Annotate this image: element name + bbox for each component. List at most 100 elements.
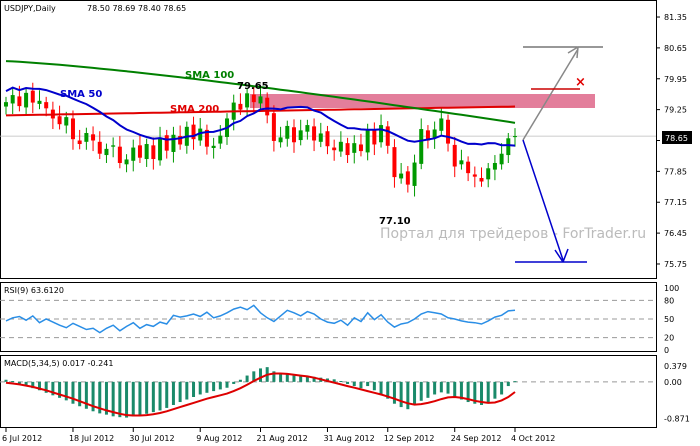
candle-body — [117, 146, 122, 163]
candle-body — [358, 144, 363, 152]
macd-bar — [232, 381, 236, 384]
macd-bar — [238, 379, 242, 382]
candle-body — [285, 125, 290, 139]
macd-bar — [98, 381, 102, 414]
candle-body — [513, 136, 517, 138]
macd-bar — [205, 381, 209, 393]
candle-body — [178, 136, 183, 145]
macd-bar — [500, 381, 504, 395]
candle-body — [499, 153, 504, 165]
rsi-title: RSI(9) 63.6120 — [4, 286, 64, 295]
macd-bar — [151, 381, 155, 413]
macd-bar — [138, 381, 142, 416]
candle-body — [211, 145, 216, 148]
macd-bar — [473, 381, 477, 404]
forecast-up-arrow — [522, 48, 579, 141]
price-tick-label: 79.95 — [664, 75, 687, 84]
macd-bar — [372, 381, 376, 391]
macd-bar — [192, 381, 196, 397]
macd-bar — [392, 381, 396, 404]
candle-body — [77, 140, 82, 145]
price-tick-label: 77.85 — [664, 167, 687, 176]
macd-bar — [459, 381, 463, 400]
rsi-pane — [0, 282, 657, 352]
macd-bar — [379, 381, 383, 395]
forecast-up-arrowhead — [567, 46, 579, 59]
candle-body — [191, 124, 196, 140]
candle-body — [425, 130, 430, 141]
candle-body — [318, 133, 323, 142]
candle-body — [372, 130, 377, 145]
macd-bar — [299, 375, 303, 382]
macd-bar — [259, 368, 262, 382]
macd-bar — [17, 381, 21, 384]
candle-body — [365, 129, 370, 153]
rsi-line — [5, 304, 516, 334]
macd-bar — [158, 381, 162, 411]
chart-title: USDJPY,Daily — [4, 4, 56, 13]
macd-bar — [24, 381, 28, 387]
rsi-tick-label: 0 — [664, 346, 669, 355]
candle-body — [10, 95, 15, 104]
macd-bar — [339, 381, 343, 383]
watermark: Портал для трейдеров - ForTrader.ru — [380, 226, 646, 242]
candle-body — [338, 141, 343, 152]
candle-body — [419, 129, 424, 164]
candle-body — [446, 119, 451, 144]
candle-body — [278, 137, 283, 143]
candle-body — [506, 138, 511, 156]
macd-bar — [178, 381, 182, 403]
candle-body — [459, 160, 464, 165]
candle-body — [57, 116, 62, 125]
candle-body — [158, 137, 163, 161]
macd-bar — [4, 379, 8, 382]
sma-200-label: SMA 200 — [170, 104, 219, 115]
candle-body — [144, 144, 149, 160]
current-price-badge — [662, 131, 692, 144]
price-tick-label: 79.25 — [664, 106, 687, 115]
macd-tick-label: -0.871 — [664, 414, 690, 423]
macd-bar — [513, 381, 517, 383]
macd-tick-label: 0.00 — [664, 378, 682, 387]
candle-body — [4, 102, 8, 107]
price-tick-label: 81.35 — [664, 13, 687, 22]
ohlc-readout: 78.50 78.69 78.40 78.65 — [87, 4, 186, 13]
candle-body — [439, 118, 444, 131]
candle-body — [298, 130, 303, 141]
candle-body — [64, 117, 69, 126]
macd-bar — [332, 379, 336, 382]
macd-bar — [312, 376, 316, 382]
macd-bar — [426, 381, 430, 398]
rsi-tick-label: 80 — [664, 296, 674, 305]
candle-body — [352, 143, 357, 153]
macd-bar — [480, 381, 484, 405]
candle-body — [131, 147, 136, 161]
candle-body — [124, 159, 129, 165]
forecast-down-arrow — [522, 139, 564, 261]
macd-bar — [171, 381, 175, 405]
sma-200-line — [5, 105, 516, 117]
macd-bar — [84, 381, 88, 409]
macd-bar — [71, 381, 75, 404]
candle-body — [245, 93, 250, 108]
forecast-down-arrowhead — [554, 248, 569, 263]
candle-body — [97, 141, 102, 154]
candle-body — [198, 128, 203, 141]
macd-bar — [64, 381, 68, 401]
price-tick-label: 76.45 — [664, 229, 687, 238]
candle-body — [345, 143, 350, 156]
candle-body — [405, 171, 410, 185]
time-tick-label: 6 Jul 2012 — [2, 434, 42, 443]
macd-bar — [272, 371, 276, 382]
macd-bar — [292, 375, 296, 382]
macd-bar — [245, 375, 249, 382]
candle-body — [486, 168, 491, 180]
macd-bar — [399, 381, 403, 408]
sma-100-line — [5, 60, 516, 124]
stop-cross-mark: × — [575, 75, 586, 90]
candle-body — [392, 147, 397, 178]
macd-bar — [51, 381, 55, 396]
macd-bar — [58, 381, 62, 398]
candle-body — [30, 90, 35, 103]
current-price-value: 78.65 — [665, 134, 688, 143]
